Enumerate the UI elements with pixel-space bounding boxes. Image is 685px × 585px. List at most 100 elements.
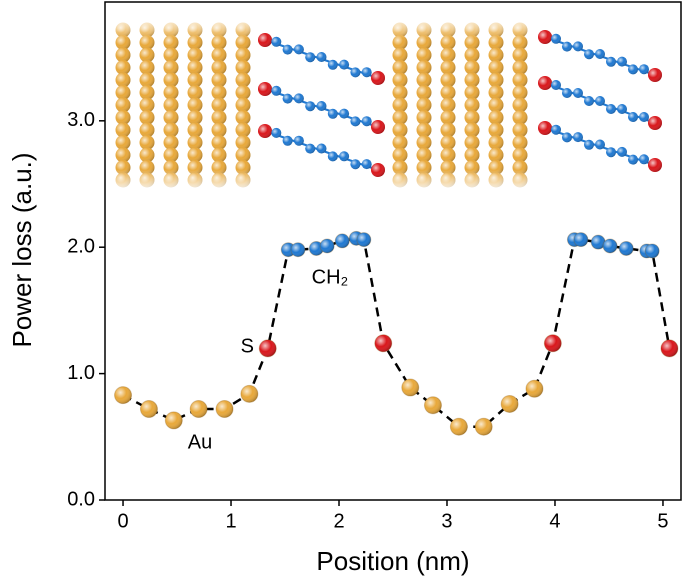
point-shine (281, 242, 296, 257)
point-shine (320, 238, 335, 253)
point (334, 233, 350, 249)
point-shine (165, 411, 183, 429)
point-shine (645, 244, 660, 258)
atom-shine (271, 127, 282, 138)
atom-shine (551, 80, 561, 90)
atom-shine (316, 143, 327, 154)
x-tick-label: 0 (117, 510, 128, 532)
atom-shine (282, 93, 293, 104)
point (500, 394, 519, 413)
atom-shine (271, 36, 282, 47)
atom-shine (628, 112, 638, 122)
atom-shine (648, 116, 662, 130)
atom-shine (573, 132, 583, 143)
x-tick-label: 1 (225, 510, 236, 532)
point (114, 386, 133, 405)
point-shine (450, 418, 468, 436)
atom-shine (361, 67, 372, 78)
plot-frame (104, 1, 682, 501)
x-tick-label: 4 (549, 510, 560, 532)
point (258, 339, 277, 358)
point-shine (544, 334, 562, 352)
atom-shine (584, 139, 594, 150)
atom-shine (617, 56, 627, 67)
point-shine (356, 232, 371, 247)
point-shine (259, 339, 277, 357)
atom-shine (639, 154, 649, 165)
atom-shine (327, 59, 338, 70)
point (401, 378, 420, 397)
atom-shine (339, 151, 350, 162)
point-shine (424, 396, 442, 414)
point-shine (140, 400, 158, 418)
molecule-illustration (105, 18, 662, 190)
point (423, 396, 442, 415)
y-tick-label: 0.0 (67, 488, 95, 510)
atom-shine (316, 52, 327, 62)
atom-shine (293, 44, 304, 55)
point (644, 243, 660, 259)
x-tick-label: 2 (333, 510, 344, 532)
point-shine (335, 233, 350, 248)
series-annotation: S (241, 335, 254, 357)
atom-shine (617, 146, 627, 157)
series-annotation: Au (188, 431, 212, 453)
series-annotation: CH₂ (312, 266, 349, 288)
atom-shine (350, 159, 361, 170)
atom-shine (282, 44, 293, 55)
atom-shine (305, 143, 316, 154)
point (374, 334, 393, 353)
point-shine (290, 242, 305, 257)
point (164, 411, 183, 430)
point-shine (190, 400, 208, 418)
point (660, 339, 679, 358)
atom-shine (258, 82, 272, 96)
point (308, 240, 324, 256)
atom-shine (562, 88, 572, 98)
atom-shine (584, 49, 594, 60)
atom-shine (562, 132, 572, 143)
atom-shine (293, 93, 304, 104)
atom-shine (639, 64, 649, 75)
point (602, 238, 618, 254)
atom-shine (339, 59, 350, 70)
y-axis-label: Power loss (a.u.) (7, 152, 37, 347)
point (590, 234, 606, 250)
atom-shine (538, 30, 552, 44)
atom-shine (648, 68, 662, 82)
atom-shine (648, 158, 662, 172)
atom-shine (584, 96, 594, 106)
point (474, 417, 493, 436)
atom-shine (371, 71, 385, 85)
point-shine (603, 238, 618, 253)
atom-shine (538, 121, 552, 135)
atom-shine (361, 159, 372, 170)
atom-shine (551, 124, 561, 135)
y-tick-label: 1.0 (67, 362, 95, 384)
atom-shine (371, 163, 385, 177)
atom-shine (316, 101, 327, 111)
atom-shine (606, 104, 616, 114)
point-shine (525, 380, 543, 398)
point (525, 379, 544, 398)
atom-shine (562, 41, 572, 52)
point-shine (374, 334, 392, 352)
x-axis-label: Position (nm) (316, 546, 469, 576)
atom-shine (361, 116, 372, 127)
atom-shine (327, 108, 338, 119)
atom-shine (617, 104, 627, 114)
point-shine (619, 241, 634, 256)
point-shine (114, 386, 132, 404)
atom-shine (628, 154, 638, 165)
connecting-line (122, 237, 671, 428)
point (215, 399, 234, 418)
point (240, 384, 259, 403)
point-shine (309, 241, 324, 256)
point-shine (240, 385, 258, 403)
atom-shine (339, 108, 350, 119)
atom-shine (293, 135, 304, 146)
atom-shine (350, 67, 361, 78)
atom-shine (258, 124, 272, 138)
atom-shine (606, 147, 616, 158)
point (139, 399, 158, 418)
